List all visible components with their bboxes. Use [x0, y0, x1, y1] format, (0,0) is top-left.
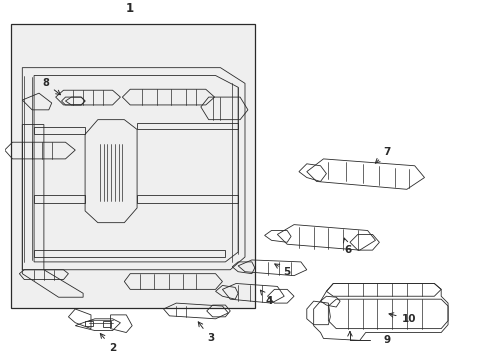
Text: 7: 7 [375, 147, 390, 163]
Bar [11, 24, 254, 308]
Text: 9: 9 [383, 336, 390, 345]
Text: 8: 8 [42, 78, 61, 95]
Text: 5: 5 [274, 264, 290, 277]
Text: 10: 10 [388, 313, 415, 324]
Text: 3: 3 [198, 322, 214, 343]
Text: 1: 1 [126, 2, 134, 15]
Text: 4: 4 [260, 290, 273, 306]
Text: 6: 6 [343, 238, 351, 255]
Text: 2: 2 [100, 333, 116, 353]
